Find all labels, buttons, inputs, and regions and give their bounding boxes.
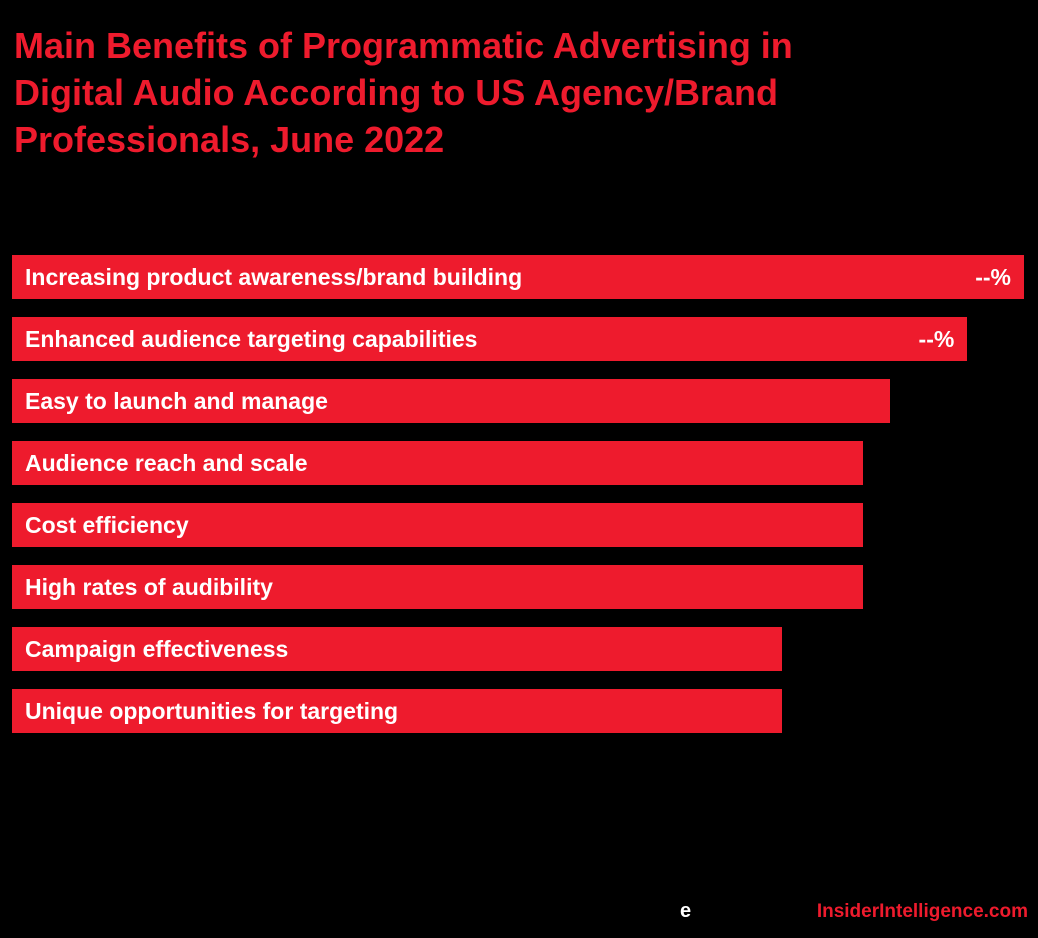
bar-row: Cost efficiency (12, 503, 864, 547)
bar-row: Enhanced audience targeting capabilities… (12, 317, 968, 361)
bar-label: Enhanced audience targeting capabilities (25, 325, 478, 352)
insider-intelligence-url: InsiderIntelligence.com (816, 901, 1028, 922)
bar-label: High rates of audibility (25, 573, 273, 600)
bar-label: Audience reach and scale (25, 449, 308, 476)
bar-label: Campaign effectiveness (25, 635, 289, 662)
bar-label: Easy to launch and manage (25, 387, 328, 414)
chart-title-line: Main Benefits of Programmatic Advertisin… (14, 25, 793, 66)
bar-row: Unique opportunities for targeting (12, 689, 783, 733)
bar-value: --% (975, 263, 1011, 290)
bar-row: Easy to launch and manage (12, 379, 891, 423)
bar-label: Increasing product awareness/brand build… (25, 263, 523, 290)
bar-row: Increasing product awareness/brand build… (12, 255, 1024, 299)
bar-label: Cost efficiency (25, 511, 189, 538)
bar-row: Campaign effectiveness (12, 627, 783, 671)
emarketer-logo-e: e (680, 900, 692, 922)
bar-label: Unique opportunities for targeting (25, 697, 399, 724)
bar-row: Audience reach and scale (12, 441, 864, 485)
chart-title-line: Digital Audio According to US Agency/Bra… (14, 72, 779, 113)
bar-chart: Increasing product awareness/brand build… (12, 255, 1024, 751)
chart-title: Main Benefits of Programmatic Advertisin… (14, 22, 793, 163)
bar-value: --% (918, 325, 955, 352)
chart-title-line: Professionals, June 2022 (14, 119, 445, 160)
bar-row: High rates of audibility (12, 565, 864, 609)
